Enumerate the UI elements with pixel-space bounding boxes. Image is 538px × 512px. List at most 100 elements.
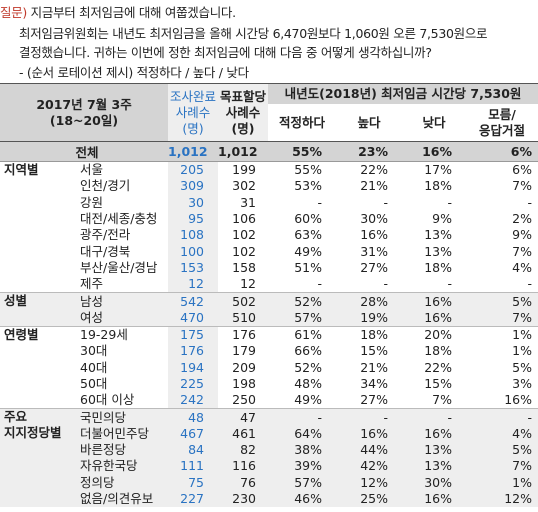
completed-sample-count: 100 bbox=[168, 243, 219, 260]
answer-header-low: 낮다 bbox=[422, 114, 446, 130]
table-row: 여성 470 510 57% 19% 16% 7% bbox=[0, 309, 538, 327]
total-pct-2: 23% bbox=[336, 141, 403, 162]
table-row: 주요 지지정당별 국민의당 48 47- - - - bbox=[0, 408, 538, 508]
target-sample-count: 12 bbox=[240, 276, 257, 292]
question-options: - (순서 로테이션 제시) 적정하다 / 높다 / 낮다 bbox=[19, 65, 249, 80]
pct-dk: 5% bbox=[512, 359, 533, 375]
pct-low: - bbox=[447, 194, 453, 210]
table-row: 60대 이상 242 250 49% 27% 7% 16% bbox=[0, 392, 538, 409]
table-row: 제주 12 12 - - - - bbox=[0, 276, 538, 293]
pct-high: 34% bbox=[360, 376, 389, 391]
target-sample-count: 461 bbox=[218, 425, 269, 443]
pct-dk: 4% bbox=[512, 259, 533, 275]
target-sample-count: 102 bbox=[232, 243, 257, 259]
pct-low: 18% bbox=[424, 178, 453, 194]
table-row: 대구/경북 100 102 49% 31% 13% 7% bbox=[0, 243, 538, 260]
pct-low: - bbox=[447, 276, 453, 292]
table-body: 전체 1,012 1,012 55% 23% 16% 6% 지역별 서울 205 19… bbox=[0, 141, 538, 508]
table-row: 없음/의견유보 227 230 46% 25% 16% 12% bbox=[0, 490, 538, 508]
completed-sample-count: 470 bbox=[168, 309, 219, 327]
pct-appropriate: - bbox=[268, 408, 337, 426]
pct-low: 16% bbox=[402, 425, 467, 443]
target-sample-count: 302 bbox=[232, 178, 257, 194]
period-header: 2017년 7월 3주 (18~20일) bbox=[0, 83, 169, 142]
pct-low: 13% bbox=[424, 227, 453, 243]
pct-appropriate: 52% bbox=[294, 359, 323, 375]
completed-sample-count: 542 bbox=[168, 292, 219, 310]
pct-appropriate: 49% bbox=[294, 392, 323, 408]
pct-dk: 16% bbox=[504, 392, 533, 408]
completed-sample-count: 467 bbox=[168, 425, 219, 443]
completed-sample-count: 225 bbox=[168, 375, 219, 393]
target-sample-count: 82 bbox=[218, 442, 269, 459]
pct-low: 13% bbox=[402, 442, 467, 459]
pct-high: 16% bbox=[336, 425, 403, 443]
category-label: 남성 bbox=[74, 292, 169, 310]
pct-high: 31% bbox=[360, 243, 389, 259]
pct-high: 42% bbox=[336, 458, 403, 475]
total-n1: 1,012 bbox=[168, 141, 219, 162]
category-label: 인천/경기 bbox=[80, 178, 131, 194]
table-row: 정의당 75 76 57% 12% 30% 1% bbox=[0, 474, 538, 491]
pct-dk: 7% bbox=[466, 458, 538, 475]
category-label: 더불어민주당 bbox=[74, 425, 169, 443]
question-tag: 질문) bbox=[0, 5, 27, 20]
target-sample-count: 31 bbox=[240, 194, 257, 210]
pct-dk: 1% bbox=[466, 474, 538, 491]
pct-appropriate: 48% bbox=[294, 376, 323, 391]
completed-sample-count: 194 bbox=[168, 359, 219, 376]
answer-header-appropriate: 적정하다 bbox=[279, 114, 326, 130]
target-sample-count: 102 bbox=[232, 227, 257, 243]
target-sample-count: 106 bbox=[232, 211, 257, 227]
completed-sample-count: 309 bbox=[168, 178, 219, 195]
pct-high: 44% bbox=[336, 442, 403, 459]
target-sample-count: 209 bbox=[232, 359, 257, 375]
pct-high: - bbox=[383, 276, 389, 292]
table-row: 40대 194 209 52% 21% 22% 5% bbox=[0, 359, 538, 376]
pct-high: 22% bbox=[336, 161, 403, 179]
pct-high: - bbox=[383, 194, 389, 210]
table-row: 연령별 19-29세 175 176 61% 18% 20% 1% bbox=[0, 325, 538, 409]
pct-high: - bbox=[336, 408, 403, 426]
pct-high: 19% bbox=[336, 309, 403, 327]
pct-dk: 1% bbox=[466, 325, 538, 344]
pct-dk: 7% bbox=[466, 309, 538, 327]
target-sample-count: 176 bbox=[218, 325, 269, 344]
table-row: 강원 30 31 - - - - bbox=[0, 194, 538, 211]
pct-appropriate: - bbox=[317, 276, 323, 292]
completed-sample-count: 48 bbox=[168, 408, 219, 426]
table-row: 광주/전라 108 102 63% 16% 13% 9% bbox=[0, 227, 538, 244]
pct-high: 18% bbox=[336, 325, 403, 344]
pct-low: 18% bbox=[424, 343, 453, 359]
category-label: 제주 bbox=[80, 276, 104, 292]
pct-high: 28% bbox=[336, 292, 403, 310]
table-row: 성별 남성 542 502 52% 28% 16% 5% bbox=[0, 292, 538, 327]
target-sample-count: 76 bbox=[218, 474, 269, 491]
target-sample-count: 179 bbox=[232, 343, 257, 359]
pct-low: 22% bbox=[424, 359, 453, 375]
target-sample-count: 230 bbox=[218, 490, 269, 508]
category-label: 광주/전라 bbox=[80, 227, 131, 243]
answer-header-dk: 모름/ 응답거절 bbox=[479, 106, 526, 138]
pct-appropriate: 61% bbox=[268, 325, 337, 344]
category-label: 60대 이상 bbox=[80, 392, 135, 408]
pct-low: 30% bbox=[402, 474, 467, 491]
pct-low: 20% bbox=[402, 325, 467, 344]
target-sample-count: 116 bbox=[218, 458, 269, 475]
total-row: 전체 1,012 1,012 55% 23% 16% 6% bbox=[0, 141, 538, 162]
completed-sample-header: 조사완료 사례수 (명) bbox=[168, 83, 219, 142]
pct-dk: - bbox=[527, 276, 533, 292]
target-sample-count: 199 bbox=[218, 161, 269, 179]
target-sample-count: 510 bbox=[218, 309, 269, 327]
pct-dk: 6% bbox=[466, 161, 538, 179]
completed-sample-count: 205 bbox=[168, 161, 219, 179]
pct-high: 27% bbox=[360, 392, 389, 408]
pct-appropriate: 66% bbox=[294, 343, 323, 359]
target-sample-count: 198 bbox=[232, 376, 257, 391]
question-line-3: 결정했습니다. 귀하는 이번에 정한 최저임금에 대해 다음 중 어떻게 생각하… bbox=[19, 45, 432, 60]
pct-appropriate: 57% bbox=[268, 309, 337, 327]
total-pct-3: 16% bbox=[402, 141, 467, 162]
question-block: 질문) 지금부터 최저임금에 대해 여쭙겠습니다. 최저임금위원회는 내년도 최… bbox=[0, 0, 538, 82]
target-sample-count: 47 bbox=[218, 408, 269, 426]
completed-sample-count: 175 bbox=[168, 325, 219, 344]
